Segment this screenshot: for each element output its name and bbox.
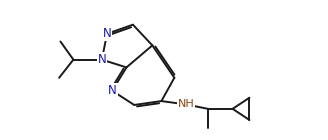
Text: N: N [103, 27, 112, 40]
Text: N: N [97, 53, 106, 66]
Text: N: N [108, 84, 116, 97]
Text: NH: NH [178, 99, 195, 109]
